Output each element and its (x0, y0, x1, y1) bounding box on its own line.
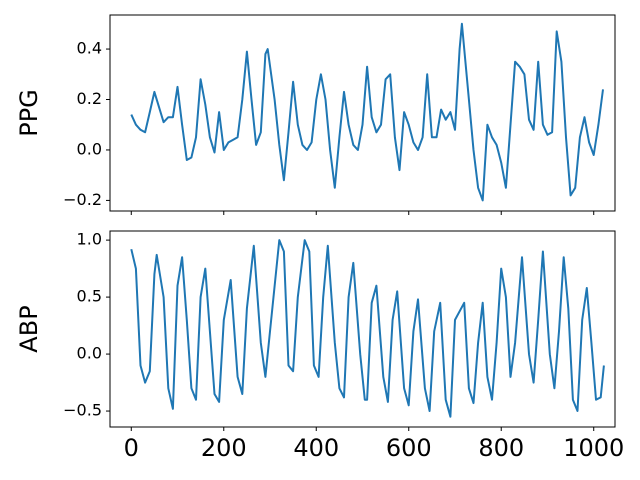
line (130, 239, 605, 418)
y-tick-label: −0.5 (63, 401, 102, 420)
y-axis-label: PPG (15, 89, 43, 137)
x-tick-label: 600 (386, 434, 432, 462)
y-tick-label: 0.2 (77, 89, 102, 108)
y-tick-label: 0.5 (77, 287, 102, 306)
x-tick-label: 200 (201, 434, 247, 462)
axes-frame (109, 14, 616, 212)
x-tick-label: 0 (124, 434, 139, 462)
x-tick-label: 800 (478, 434, 524, 462)
axes-frame (109, 230, 616, 428)
line (130, 22, 604, 202)
y-axis-label: ABP (15, 305, 43, 352)
x-tick-label: 400 (293, 434, 339, 462)
y-tick-label: 0.0 (77, 344, 102, 363)
y-tick-label: 0.4 (77, 39, 102, 58)
y-tick-label: 1.0 (77, 230, 102, 249)
y-tick-label: 0.0 (77, 139, 102, 158)
y-tick-label: −0.2 (63, 190, 102, 209)
x-tick-label: 1000 (563, 434, 624, 462)
